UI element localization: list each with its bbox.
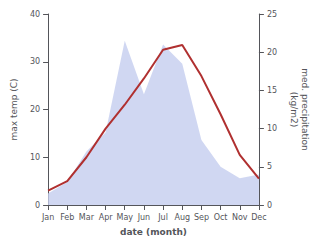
svg-text:5: 5	[267, 162, 272, 171]
svg-text:25: 25	[267, 10, 277, 19]
svg-text:max temp (C): max temp (C)	[9, 78, 19, 140]
svg-text:Nov: Nov	[232, 213, 248, 222]
svg-text:Aug: Aug	[174, 213, 190, 222]
svg-text:0: 0	[267, 201, 272, 210]
svg-text:30: 30	[30, 57, 40, 66]
svg-text:date (month): date (month)	[120, 227, 187, 237]
svg-text:May: May	[116, 213, 133, 222]
svg-text:0: 0	[35, 201, 40, 210]
svg-text:Dec: Dec	[251, 213, 266, 222]
svg-text:Apr: Apr	[99, 213, 114, 222]
svg-text:40: 40	[30, 10, 40, 19]
svg-text:Feb: Feb	[60, 213, 74, 222]
svg-text:20: 20	[30, 105, 40, 114]
svg-text:(kg/m2): (kg/m2)	[289, 92, 299, 127]
svg-text:10: 10	[30, 153, 40, 162]
svg-text:Jun: Jun	[137, 213, 151, 222]
svg-text:Oct: Oct	[214, 213, 228, 222]
svg-text:20: 20	[267, 48, 277, 57]
svg-text:Jan: Jan	[41, 213, 54, 222]
svg-text:Mar: Mar	[79, 213, 95, 222]
svg-text:Sep: Sep	[194, 213, 209, 222]
svg-text:med. precipitation: med. precipitation	[300, 68, 310, 150]
svg-text:10: 10	[267, 124, 277, 133]
svg-text:Jul: Jul	[157, 213, 168, 222]
svg-text:15: 15	[267, 86, 277, 95]
